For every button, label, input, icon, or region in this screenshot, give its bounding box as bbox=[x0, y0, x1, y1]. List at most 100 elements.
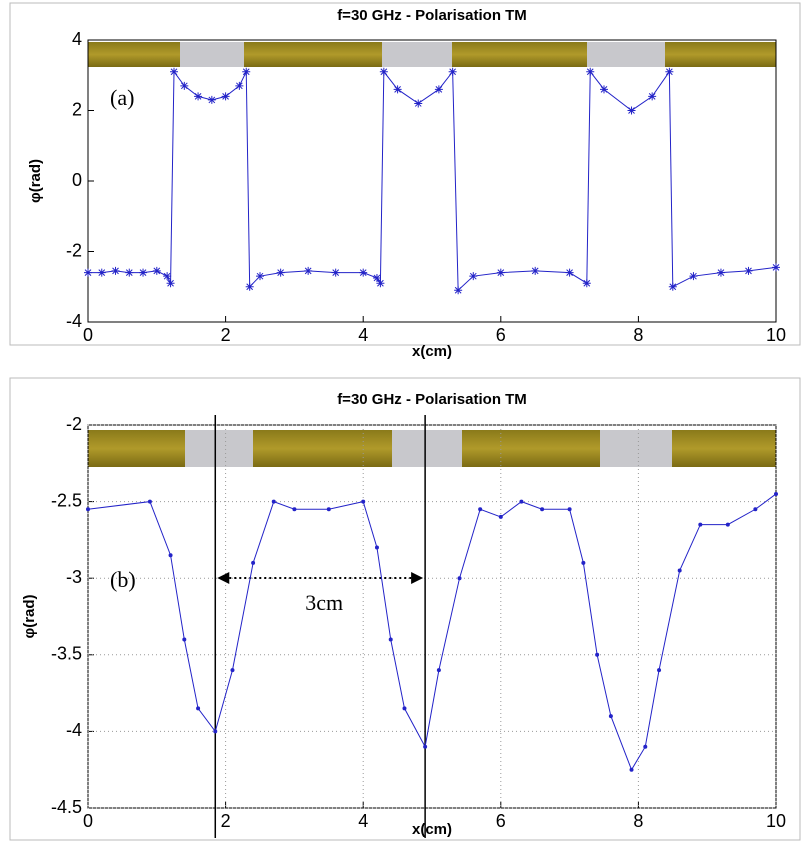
data-point bbox=[374, 545, 379, 550]
annotation: 3cm bbox=[305, 590, 343, 615]
data-point bbox=[180, 81, 189, 90]
x-tick-label: 4 bbox=[358, 811, 368, 831]
data-point bbox=[772, 263, 780, 272]
data-point bbox=[207, 95, 216, 104]
data-point bbox=[245, 282, 254, 291]
panel-frame bbox=[9, 2, 801, 346]
y-tick-label: -4.5 bbox=[51, 797, 82, 817]
data-point bbox=[716, 268, 725, 277]
data-point bbox=[168, 553, 173, 558]
data-point bbox=[388, 637, 393, 642]
chart-title: f=30 GHz - Polarisation TM bbox=[337, 391, 527, 408]
data-point bbox=[292, 507, 297, 512]
y-tick-label: -3.5 bbox=[51, 644, 82, 664]
data-point bbox=[478, 507, 483, 512]
data-point bbox=[147, 499, 152, 504]
data-point bbox=[744, 266, 753, 275]
data-point bbox=[393, 85, 402, 94]
y-tick-label: -4 bbox=[66, 311, 82, 331]
data-point bbox=[423, 744, 428, 749]
data-point bbox=[540, 507, 545, 512]
data-point bbox=[111, 266, 120, 275]
data-point bbox=[698, 522, 703, 527]
data-point bbox=[152, 266, 161, 275]
annotation: (b) bbox=[110, 567, 136, 592]
data-point bbox=[276, 268, 285, 277]
data-point bbox=[582, 279, 591, 288]
data-point bbox=[256, 272, 264, 281]
data-point bbox=[379, 67, 388, 76]
data-point bbox=[163, 272, 172, 281]
panel-frame bbox=[9, 377, 801, 841]
x-tick-label: 2 bbox=[221, 811, 231, 831]
y-tick-label: 0 bbox=[72, 170, 82, 190]
y-axis-label: φ(rad) bbox=[21, 594, 38, 638]
data-point bbox=[84, 268, 92, 277]
x-tick-label: 8 bbox=[633, 811, 643, 831]
data-point bbox=[565, 268, 574, 277]
data-point bbox=[170, 67, 178, 76]
data-point bbox=[668, 282, 677, 291]
y-tick-label: -2.5 bbox=[51, 490, 82, 510]
data-point bbox=[196, 706, 201, 711]
data-point bbox=[677, 568, 682, 573]
data-point bbox=[86, 507, 90, 512]
data-point bbox=[629, 767, 634, 772]
x-tick-label: 6 bbox=[496, 325, 506, 345]
data-point bbox=[434, 85, 443, 94]
data-point bbox=[436, 668, 441, 673]
data-point bbox=[414, 99, 423, 108]
material-strip bbox=[88, 430, 776, 467]
data-point bbox=[531, 266, 540, 275]
data-point bbox=[448, 67, 457, 76]
data-point bbox=[402, 706, 407, 711]
data-point bbox=[359, 268, 368, 277]
data-point bbox=[469, 272, 478, 281]
data-point bbox=[643, 744, 648, 749]
x-tick-label: 6 bbox=[496, 811, 506, 831]
x-tick-label: 4 bbox=[358, 325, 368, 345]
data-point bbox=[194, 92, 203, 101]
annotation: (a) bbox=[110, 85, 134, 110]
data-point bbox=[139, 268, 148, 277]
data-point bbox=[600, 85, 608, 94]
data-point bbox=[498, 514, 503, 519]
data-point bbox=[125, 268, 134, 277]
data-point bbox=[235, 81, 244, 90]
data-point bbox=[361, 499, 366, 504]
data-point bbox=[242, 67, 251, 76]
data-point bbox=[665, 67, 674, 76]
y-tick-label: -4 bbox=[66, 720, 82, 740]
y-tick-label: -2 bbox=[66, 414, 82, 434]
x-tick-label: 0 bbox=[83, 325, 93, 345]
data-point bbox=[567, 507, 572, 512]
data-point bbox=[213, 729, 218, 734]
data-point bbox=[608, 714, 613, 719]
y-tick-label: 4 bbox=[72, 29, 82, 49]
y-tick-label: 2 bbox=[72, 99, 82, 119]
data-point bbox=[376, 279, 385, 288]
data-point bbox=[230, 668, 235, 673]
x-tick-label: 0 bbox=[83, 811, 93, 831]
data-point bbox=[689, 272, 698, 281]
y-tick-label: -2 bbox=[66, 240, 82, 260]
data-point bbox=[221, 92, 230, 101]
data-point bbox=[304, 266, 313, 275]
x-axis-label: x(cm) bbox=[412, 343, 452, 360]
data-point bbox=[372, 273, 381, 282]
data-point bbox=[753, 507, 758, 512]
x-tick-label: 8 bbox=[633, 325, 643, 345]
data-point bbox=[166, 279, 175, 288]
plot-area bbox=[87, 424, 777, 809]
data-point bbox=[457, 576, 462, 581]
data-point bbox=[271, 499, 276, 504]
data-point bbox=[326, 507, 331, 512]
data-point bbox=[586, 67, 595, 76]
series-line bbox=[87, 493, 777, 771]
data-point bbox=[581, 560, 586, 565]
chart-title: f=30 GHz - Polarisation TM bbox=[337, 7, 527, 24]
x-tick-label: 10 bbox=[766, 811, 786, 831]
x-tick-label: 2 bbox=[221, 325, 231, 345]
data-point bbox=[331, 268, 340, 277]
